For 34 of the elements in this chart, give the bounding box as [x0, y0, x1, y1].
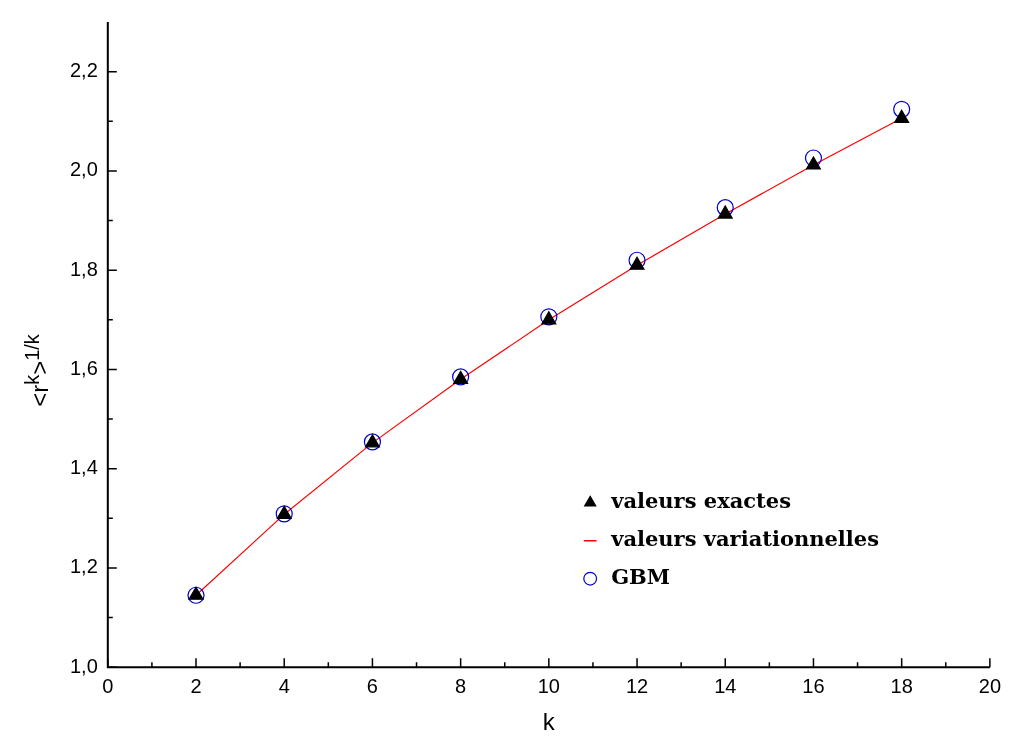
- point: [188, 586, 204, 600]
- x-tick-label: 20: [978, 674, 1001, 697]
- y-tick-label: 1,0: [69, 654, 98, 677]
- legend-label: valeurs variationnelles: [610, 526, 879, 552]
- x-tick-label: 4: [278, 674, 290, 697]
- point: [804, 149, 823, 167]
- point: [716, 199, 734, 217]
- point: [187, 586, 205, 604]
- x-tick-label: 16: [802, 674, 825, 697]
- point: [805, 156, 821, 170]
- x-tick-label: 6: [366, 674, 378, 697]
- point: [893, 100, 911, 118]
- legend-label: GBM: [611, 564, 671, 590]
- point: [629, 256, 645, 270]
- point: [628, 251, 646, 269]
- y-tick-label: 2,0: [69, 158, 98, 181]
- y-tick-label: 1,6: [69, 356, 98, 379]
- y-tick-label: 1,4: [69, 456, 98, 479]
- point: [717, 205, 733, 219]
- x-axis-title: k: [542, 708, 556, 736]
- legend-label: valeurs exactes: [610, 488, 791, 514]
- point: [276, 505, 292, 519]
- x-tick-label: 8: [455, 674, 467, 697]
- x-tick-label: 10: [537, 674, 560, 697]
- y-tick-label: 2,2: [69, 59, 98, 82]
- point: [275, 505, 293, 523]
- x-tick-label: 14: [714, 674, 737, 697]
- x-tick-label: 2: [190, 674, 202, 697]
- point: [894, 109, 910, 123]
- y-tick-label: 1,8: [69, 257, 98, 280]
- x-tick-label: 0: [102, 674, 114, 697]
- x-tick-label: 18: [890, 674, 913, 697]
- y-tick-label: 1,2: [69, 555, 98, 578]
- x-tick-label: 12: [625, 674, 649, 697]
